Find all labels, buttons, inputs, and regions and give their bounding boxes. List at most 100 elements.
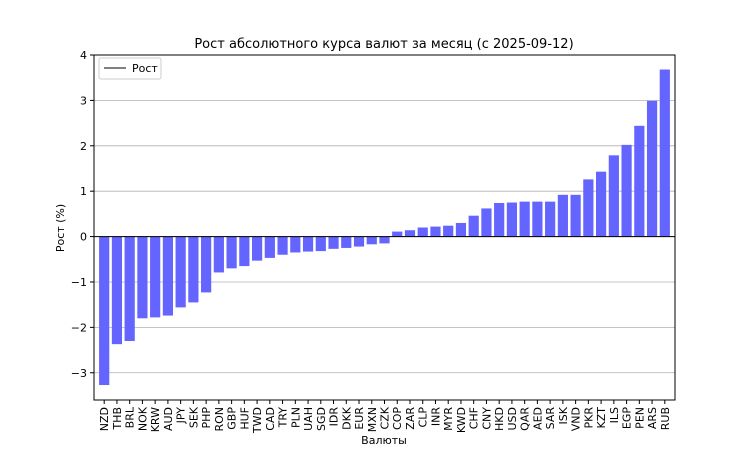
- legend: Рост: [98, 57, 162, 80]
- bar-thb: [111, 236, 123, 345]
- bar-mxn: [366, 236, 377, 245]
- y-tick-label: 1: [80, 185, 87, 198]
- y-tick-label: −1: [71, 276, 87, 289]
- bars: [99, 69, 670, 386]
- bar-eur: [353, 236, 365, 247]
- x-tick-label: PHP: [200, 407, 213, 429]
- x-tick-label: ISK: [557, 406, 570, 424]
- bar-cny: [481, 208, 492, 237]
- y-tick-label: 0: [80, 231, 87, 244]
- x-tick-label: PKR: [582, 407, 595, 429]
- x-tick-label: ILS: [608, 407, 621, 423]
- bar-ars: [646, 100, 658, 237]
- bar-jpy: [175, 236, 186, 308]
- bar-pkr: [583, 179, 594, 237]
- bar-rub: [659, 69, 670, 237]
- bar-pen: [634, 125, 645, 237]
- bar-kzt: [596, 171, 607, 237]
- x-tick-label: ZAR: [404, 407, 417, 430]
- x-tick-label: MXN: [366, 407, 379, 432]
- bar-dkk: [341, 236, 352, 248]
- bar-aed: [532, 201, 543, 237]
- bar-vnd: [570, 194, 581, 237]
- bar-hkd: [494, 202, 505, 237]
- bar-nok: [137, 236, 148, 319]
- bar-pln: [290, 236, 301, 253]
- bar-aud: [162, 236, 173, 316]
- x-tick-label: QAR: [519, 407, 532, 431]
- y-axis-ticks: −3 −2 −1 0 1 2 3 4: [71, 49, 94, 380]
- y-tick-label: 4: [80, 49, 87, 62]
- x-tick-label: SGD: [315, 407, 328, 431]
- x-tick-label: HUF: [238, 407, 251, 430]
- x-tick-label: CAD: [264, 407, 277, 431]
- x-tick-label: EGP: [621, 407, 634, 429]
- x-tick-label: AUD: [162, 407, 175, 431]
- bar-egp: [621, 144, 632, 237]
- legend-box: [98, 57, 162, 80]
- x-tick-label: PEN: [633, 407, 646, 429]
- x-tick-label: HKD: [493, 407, 506, 431]
- chart-title: Рост абсолютного курса валют за месяц (с…: [194, 37, 573, 52]
- x-tick-label: GBP: [226, 407, 239, 430]
- x-tick-label: TWD: [251, 407, 264, 434]
- x-tick-label: KZT: [595, 407, 608, 429]
- x-tick-label: EUR: [353, 407, 366, 430]
- x-tick-label: VND: [570, 407, 583, 431]
- x-tick-label: CZK: [379, 406, 392, 429]
- bar-huf: [239, 236, 250, 267]
- x-tick-label: INR: [429, 407, 442, 426]
- x-tick-label: SEK: [187, 406, 200, 428]
- y-tick-label: 2: [80, 140, 87, 153]
- x-tick-label: RON: [213, 407, 226, 432]
- x-tick-label: IDR: [328, 407, 341, 427]
- bar-cad: [264, 236, 275, 258]
- bar-ron: [213, 236, 224, 273]
- x-tick-label: PLN: [289, 407, 302, 428]
- x-tick-label: MYR: [442, 407, 455, 431]
- x-tick-label: TRY: [277, 407, 290, 429]
- x-tick-label: JPY: [175, 407, 188, 425]
- bar-gbp: [226, 236, 237, 269]
- x-axis-label: Валюты: [361, 434, 407, 447]
- y-tick-label: −2: [71, 321, 87, 334]
- bar-inr: [430, 226, 441, 237]
- x-tick-label: KRW: [149, 407, 162, 432]
- bar-twd: [251, 236, 263, 261]
- bar-zar: [404, 230, 416, 237]
- x-axis-ticks: NZD THB BRL NOK KRW AUD JPY SEK PHP RON GBP HUF TWD C…: [98, 400, 672, 434]
- y-axis-label: Рост (%): [54, 204, 67, 252]
- bar-sek: [188, 236, 199, 303]
- x-tick-label: THB: [111, 407, 124, 431]
- y-tick-label: −3: [71, 367, 87, 380]
- x-tick-label: USD: [506, 407, 519, 431]
- bar-usd: [506, 202, 518, 237]
- bar-isk: [557, 194, 568, 237]
- bar-myr: [443, 225, 454, 237]
- legend-label: Рост: [132, 62, 158, 75]
- x-tick-label: CLP: [417, 407, 430, 428]
- x-tick-label: UAH: [302, 407, 315, 431]
- x-tick-label: COP: [391, 407, 404, 430]
- x-tick-label: NOK: [136, 406, 149, 431]
- bar-brl: [124, 236, 135, 341]
- bar-ils: [608, 155, 619, 237]
- x-tick-label: SAR: [544, 407, 557, 430]
- x-tick-label: RUB: [659, 407, 672, 430]
- bar-krw: [150, 236, 161, 318]
- bar-idr: [328, 236, 339, 249]
- y-tick-label: 3: [80, 94, 87, 107]
- bar-uah: [302, 236, 314, 252]
- bar-php: [201, 236, 212, 293]
- bar-cop: [392, 231, 403, 237]
- bar-nzd: [99, 236, 110, 386]
- x-tick-label: KWD: [455, 407, 468, 433]
- bar-czk: [379, 236, 390, 244]
- bar-qar: [519, 201, 530, 237]
- bar-chf: [468, 215, 479, 237]
- x-tick-label: NZD: [98, 407, 111, 431]
- x-tick-label: AED: [531, 407, 544, 430]
- bar-try: [277, 236, 288, 255]
- x-tick-label: BRL: [124, 406, 137, 428]
